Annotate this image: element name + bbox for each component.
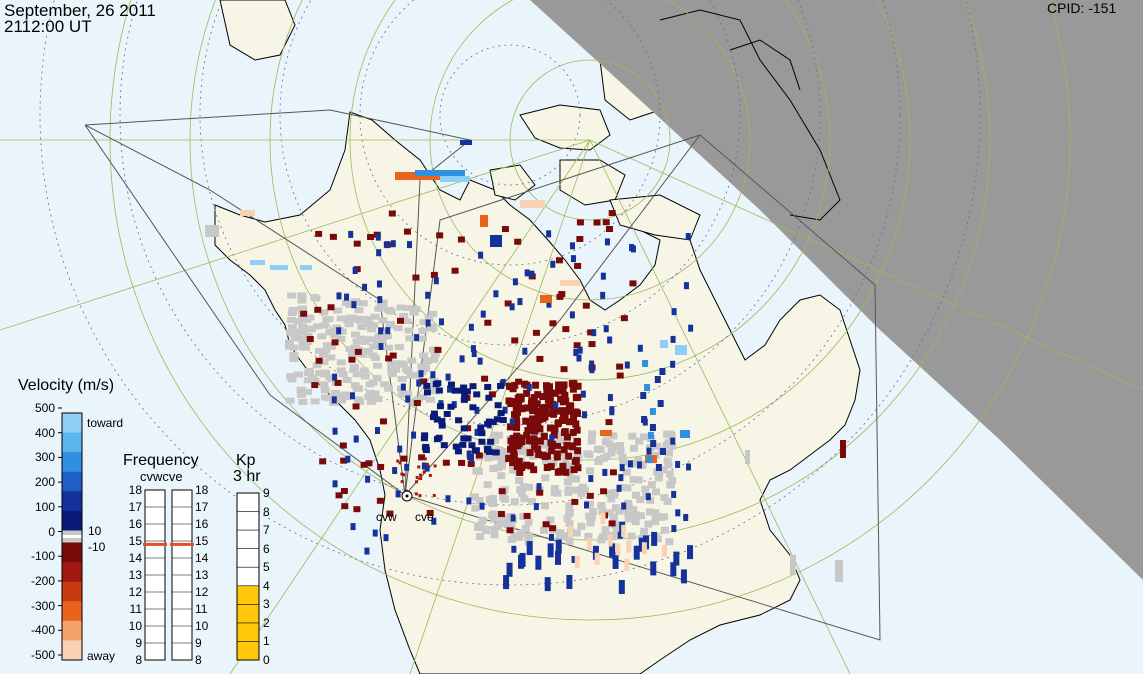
frequency-tick-label-right: 14	[195, 551, 209, 565]
velocity-tick-label: -500	[30, 648, 55, 662]
velocity-tick-label: 500	[34, 401, 55, 415]
frequency-colorbar	[143, 489, 194, 661]
frequency-legend-subtitle: cvwcve	[140, 469, 183, 484]
magnetic-latitude-circles	[39, 0, 981, 586]
kp-tick-label: 4	[263, 578, 270, 593]
velocity-tick-label: -100	[30, 549, 55, 564]
frequency-tick-label-left: 11	[129, 602, 142, 616]
velocity-legend-title: Velocity (m/s)	[18, 377, 115, 394]
alaska-north	[219, 0, 296, 61]
frequency-tick-label-left: 10	[128, 619, 142, 633]
velocity-away-label: away	[87, 649, 116, 663]
velocity-cells	[205, 140, 846, 594]
frequency-tick-label-left: 12	[128, 585, 142, 599]
frequency-tick-label-left: 16	[128, 517, 142, 531]
velocity-inner-tick-10: 10	[88, 524, 102, 538]
velocity-tick-label: 0	[48, 524, 55, 539]
velocity-tick-label: -400	[30, 623, 55, 638]
kp-tick-label: 2	[263, 615, 270, 630]
velocity-tick-label: 300	[34, 450, 55, 465]
velocity-tick-label: -300	[30, 598, 55, 613]
kp-legend-title: Kp	[236, 452, 256, 469]
frequency-tick-label-right: 13	[195, 568, 209, 582]
frequency-tick-label-left: 13	[128, 568, 142, 582]
velocity-toward-label: toward	[87, 416, 124, 430]
kp-tick-label: 3	[263, 597, 270, 612]
kp-tick-label: 7	[263, 523, 270, 538]
velocity-tick-label: 400	[34, 425, 55, 440]
kp-tick-label: 8	[263, 504, 270, 519]
frequency-tick-label-right: 11	[195, 602, 208, 616]
frequency-tick-label-right: 9	[195, 636, 202, 650]
kp-colorbar	[236, 492, 260, 661]
radar-label-cvw: cvw	[376, 510, 397, 524]
velocity-tick-label: 200	[34, 475, 55, 490]
frequency-tick-label-right: 18	[195, 483, 209, 497]
frequency-tick-label-right: 16	[195, 517, 209, 531]
velocity-colorbar	[58, 407, 83, 661]
velocity-tick-label: -200	[30, 573, 55, 588]
frequency-tick-label-right: 8	[195, 653, 202, 667]
kp-tick-label: 1	[263, 634, 270, 649]
time-label: 2112:00 UT	[4, 17, 92, 36]
frequency-tick-label-right: 15	[195, 534, 209, 548]
night-coastlines	[659, 9, 841, 221]
frequency-legend-title: Frequency	[123, 452, 199, 469]
velocity-inner-tick-minus10: -10	[88, 540, 106, 554]
kp-legend-subtitle: 3 hr	[233, 468, 261, 485]
frequency-tick-label-left: 18	[128, 483, 142, 497]
frequency-tick-label-left: 17	[128, 500, 142, 514]
frequency-tick-label-left: 8	[135, 653, 142, 667]
frequency-tick-label-right: 12	[195, 585, 209, 599]
cpid-label: CPID: -151	[1047, 0, 1117, 16]
date-label: September, 26 2011	[4, 1, 156, 20]
frequency-tick-label-right: 17	[195, 500, 209, 514]
kp-tick-label: 0	[263, 653, 270, 667]
frequency-tick-label-right: 10	[195, 619, 209, 633]
radar-label-cve: cve	[415, 510, 434, 524]
kp-tick-label: 6	[263, 541, 270, 556]
radar-site-marker	[401, 490, 413, 502]
frequency-tick-label-left: 15	[128, 534, 142, 548]
frequency-tick-label-left: 9	[135, 636, 142, 650]
velocity-tick-label: 100	[34, 499, 55, 514]
frequency-tick-label-left: 14	[128, 551, 142, 565]
kp-tick-label: 5	[263, 560, 270, 575]
kp-tick-label: 9	[263, 486, 270, 500]
